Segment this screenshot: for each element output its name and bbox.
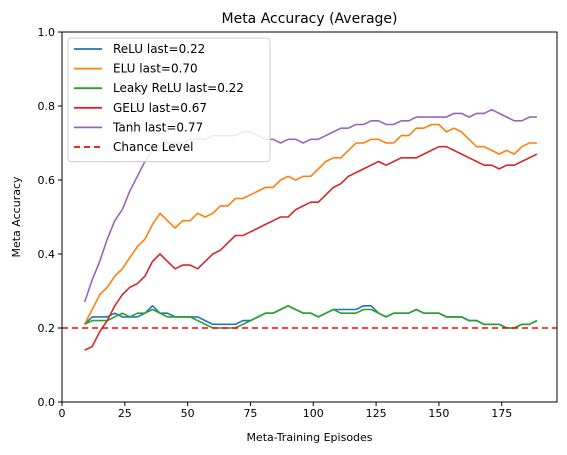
x-axis-ticks: 0 25 50 75 100 125 150 175 — [59, 402, 512, 420]
x-tick-label: 125 — [366, 407, 387, 420]
legend-label: GELU last=0.67 — [113, 101, 207, 115]
y-tick-label: 0.4 — [38, 248, 56, 261]
legend: ReLU last=0.22 ELU last=0.70 Leaky ReLU la… — [67, 37, 271, 163]
series-line-3 — [84, 145, 538, 351]
x-axis-label: Meta-Training Episodes — [246, 431, 372, 444]
x-tick-label: 175 — [491, 407, 512, 420]
legend-label: ELU last=0.70 — [113, 62, 198, 76]
x-tick-label: 25 — [118, 407, 132, 420]
x-tick-label: 0 — [59, 407, 66, 420]
x-tick-label: 75 — [243, 407, 257, 420]
legend-label: ReLU last=0.22 — [113, 42, 205, 56]
chart-title: Meta Accuracy (Average) — [222, 11, 398, 27]
series-line-1 — [83, 123, 537, 325]
legend-box — [67, 37, 271, 163]
legend-label: Leaky ReLU last=0.22 — [113, 81, 244, 95]
series-layer — [62, 108, 557, 351]
series-line-2 — [84, 304, 538, 329]
x-tick-label: 50 — [181, 407, 195, 420]
y-tick-label: 0.0 — [38, 396, 56, 409]
y-tick-label: 0.8 — [38, 100, 56, 113]
y-tick-label: 1.0 — [38, 26, 56, 39]
y-tick-label: 0.6 — [38, 174, 56, 187]
legend-label: Tanh last=0.77 — [112, 120, 203, 134]
axes-frame — [61, 31, 558, 403]
legend-label: Chance Level — [113, 140, 193, 154]
y-tick-label: 0.2 — [38, 322, 56, 335]
y-axis-ticks: 0.0 0.2 0.4 0.6 0.8 1.0 — [38, 26, 62, 409]
y-axis-label: Meta Accuracy — [10, 176, 23, 258]
x-tick-label: 150 — [428, 407, 449, 420]
x-tick-label: 100 — [303, 407, 324, 420]
